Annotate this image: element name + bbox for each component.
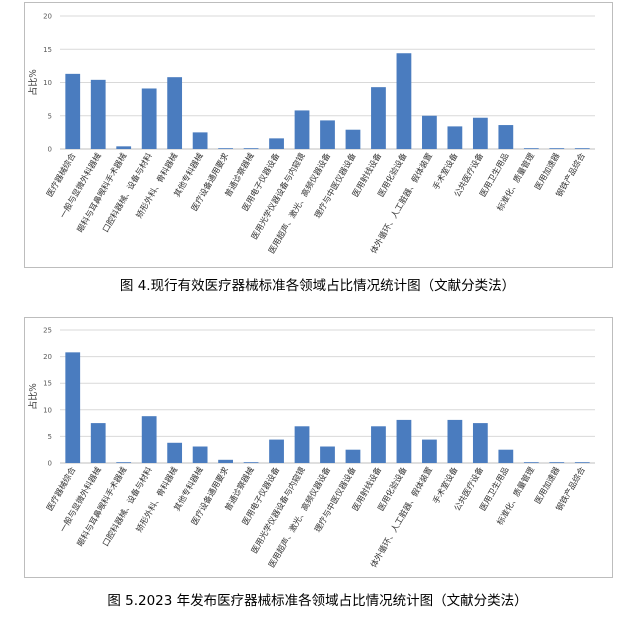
bar bbox=[523, 148, 539, 149]
bar bbox=[167, 442, 183, 463]
bar bbox=[422, 439, 437, 463]
bar bbox=[498, 125, 514, 149]
bar bbox=[65, 73, 81, 149]
bar bbox=[116, 146, 132, 149]
bar bbox=[141, 88, 157, 149]
bar bbox=[345, 129, 361, 149]
bar bbox=[523, 462, 539, 463]
bar bbox=[320, 446, 335, 463]
y-tick-label: 0 bbox=[48, 460, 52, 468]
chart-figure-2: 0 5 10 15 20 25 占比% 医疗器械综合 一般与显微外科器械 眼科与耳鼻喉科手术器械口… bbox=[24, 317, 613, 578]
y-tick-label: 15 bbox=[43, 380, 52, 388]
bar bbox=[218, 459, 233, 463]
bar bbox=[192, 446, 208, 463]
bar bbox=[574, 462, 590, 463]
bar bbox=[243, 462, 259, 463]
y-tick-label: 5 bbox=[48, 112, 52, 120]
bar bbox=[90, 79, 106, 149]
bar bbox=[549, 462, 565, 463]
bar bbox=[243, 148, 259, 149]
bar bbox=[549, 148, 565, 149]
bar bbox=[574, 148, 590, 149]
bar bbox=[116, 462, 132, 463]
chart-figure-1: 0 5 10 15 20 占比% 医疗器械综合 一般与显微外科器械 眼科与耳鼻喉科手术器械 口腔科… bbox=[24, 2, 613, 268]
bar bbox=[498, 449, 514, 463]
category-label: 手术室设备 bbox=[430, 151, 459, 191]
bar bbox=[320, 120, 335, 149]
y-tick-label: 20 bbox=[43, 353, 52, 361]
bar bbox=[447, 419, 463, 463]
chart-2-svg: 0510152025占比%医疗器械综合一般与显微外科器械眼科与耳鼻喉科手术器械口… bbox=[27, 327, 595, 569]
bar bbox=[294, 110, 310, 149]
chart-2-caption: 图 5.2023 年发布医疗器械标准各领域占比情况统计图（文献分类法） bbox=[107, 593, 528, 609]
bar bbox=[371, 426, 386, 463]
y-tick-label: 10 bbox=[43, 79, 52, 87]
y-tick-label: 5 bbox=[48, 433, 52, 441]
bar bbox=[269, 439, 284, 463]
bar bbox=[396, 419, 412, 463]
bar bbox=[218, 148, 233, 149]
bar bbox=[141, 416, 157, 463]
bar bbox=[294, 426, 310, 463]
bar bbox=[192, 132, 208, 149]
y-tick-label: 20 bbox=[43, 13, 52, 21]
bar bbox=[422, 115, 437, 149]
bar bbox=[472, 423, 488, 463]
chart-1-caption: 图 4.现行有效医疗器械标准各领域占比情况统计图（文献分类法） bbox=[119, 278, 516, 294]
y-tick-label: 25 bbox=[43, 327, 52, 335]
category-label: 医用加速器 bbox=[532, 465, 561, 505]
y-tick-label: 10 bbox=[43, 406, 52, 414]
bar bbox=[167, 77, 183, 149]
chart-1-svg: 05101520占比%医疗器械综合一般与显微外科器械眼科与耳鼻喉科手术器械口腔科… bbox=[27, 13, 595, 255]
y-axis-label: 占比% bbox=[27, 69, 39, 96]
y-tick-label: 0 bbox=[48, 146, 52, 154]
y-axis-label: 占比% bbox=[27, 383, 39, 410]
category-label: 手术室设备 bbox=[430, 465, 459, 505]
bar bbox=[269, 138, 284, 149]
bar bbox=[345, 449, 361, 463]
bar bbox=[371, 87, 386, 149]
bar bbox=[396, 53, 412, 149]
bar bbox=[90, 423, 106, 463]
y-tick-label: 15 bbox=[43, 46, 52, 54]
bar bbox=[472, 117, 488, 149]
category-label: 医用加速器 bbox=[532, 151, 561, 191]
bar bbox=[65, 352, 81, 463]
bar bbox=[447, 126, 463, 149]
